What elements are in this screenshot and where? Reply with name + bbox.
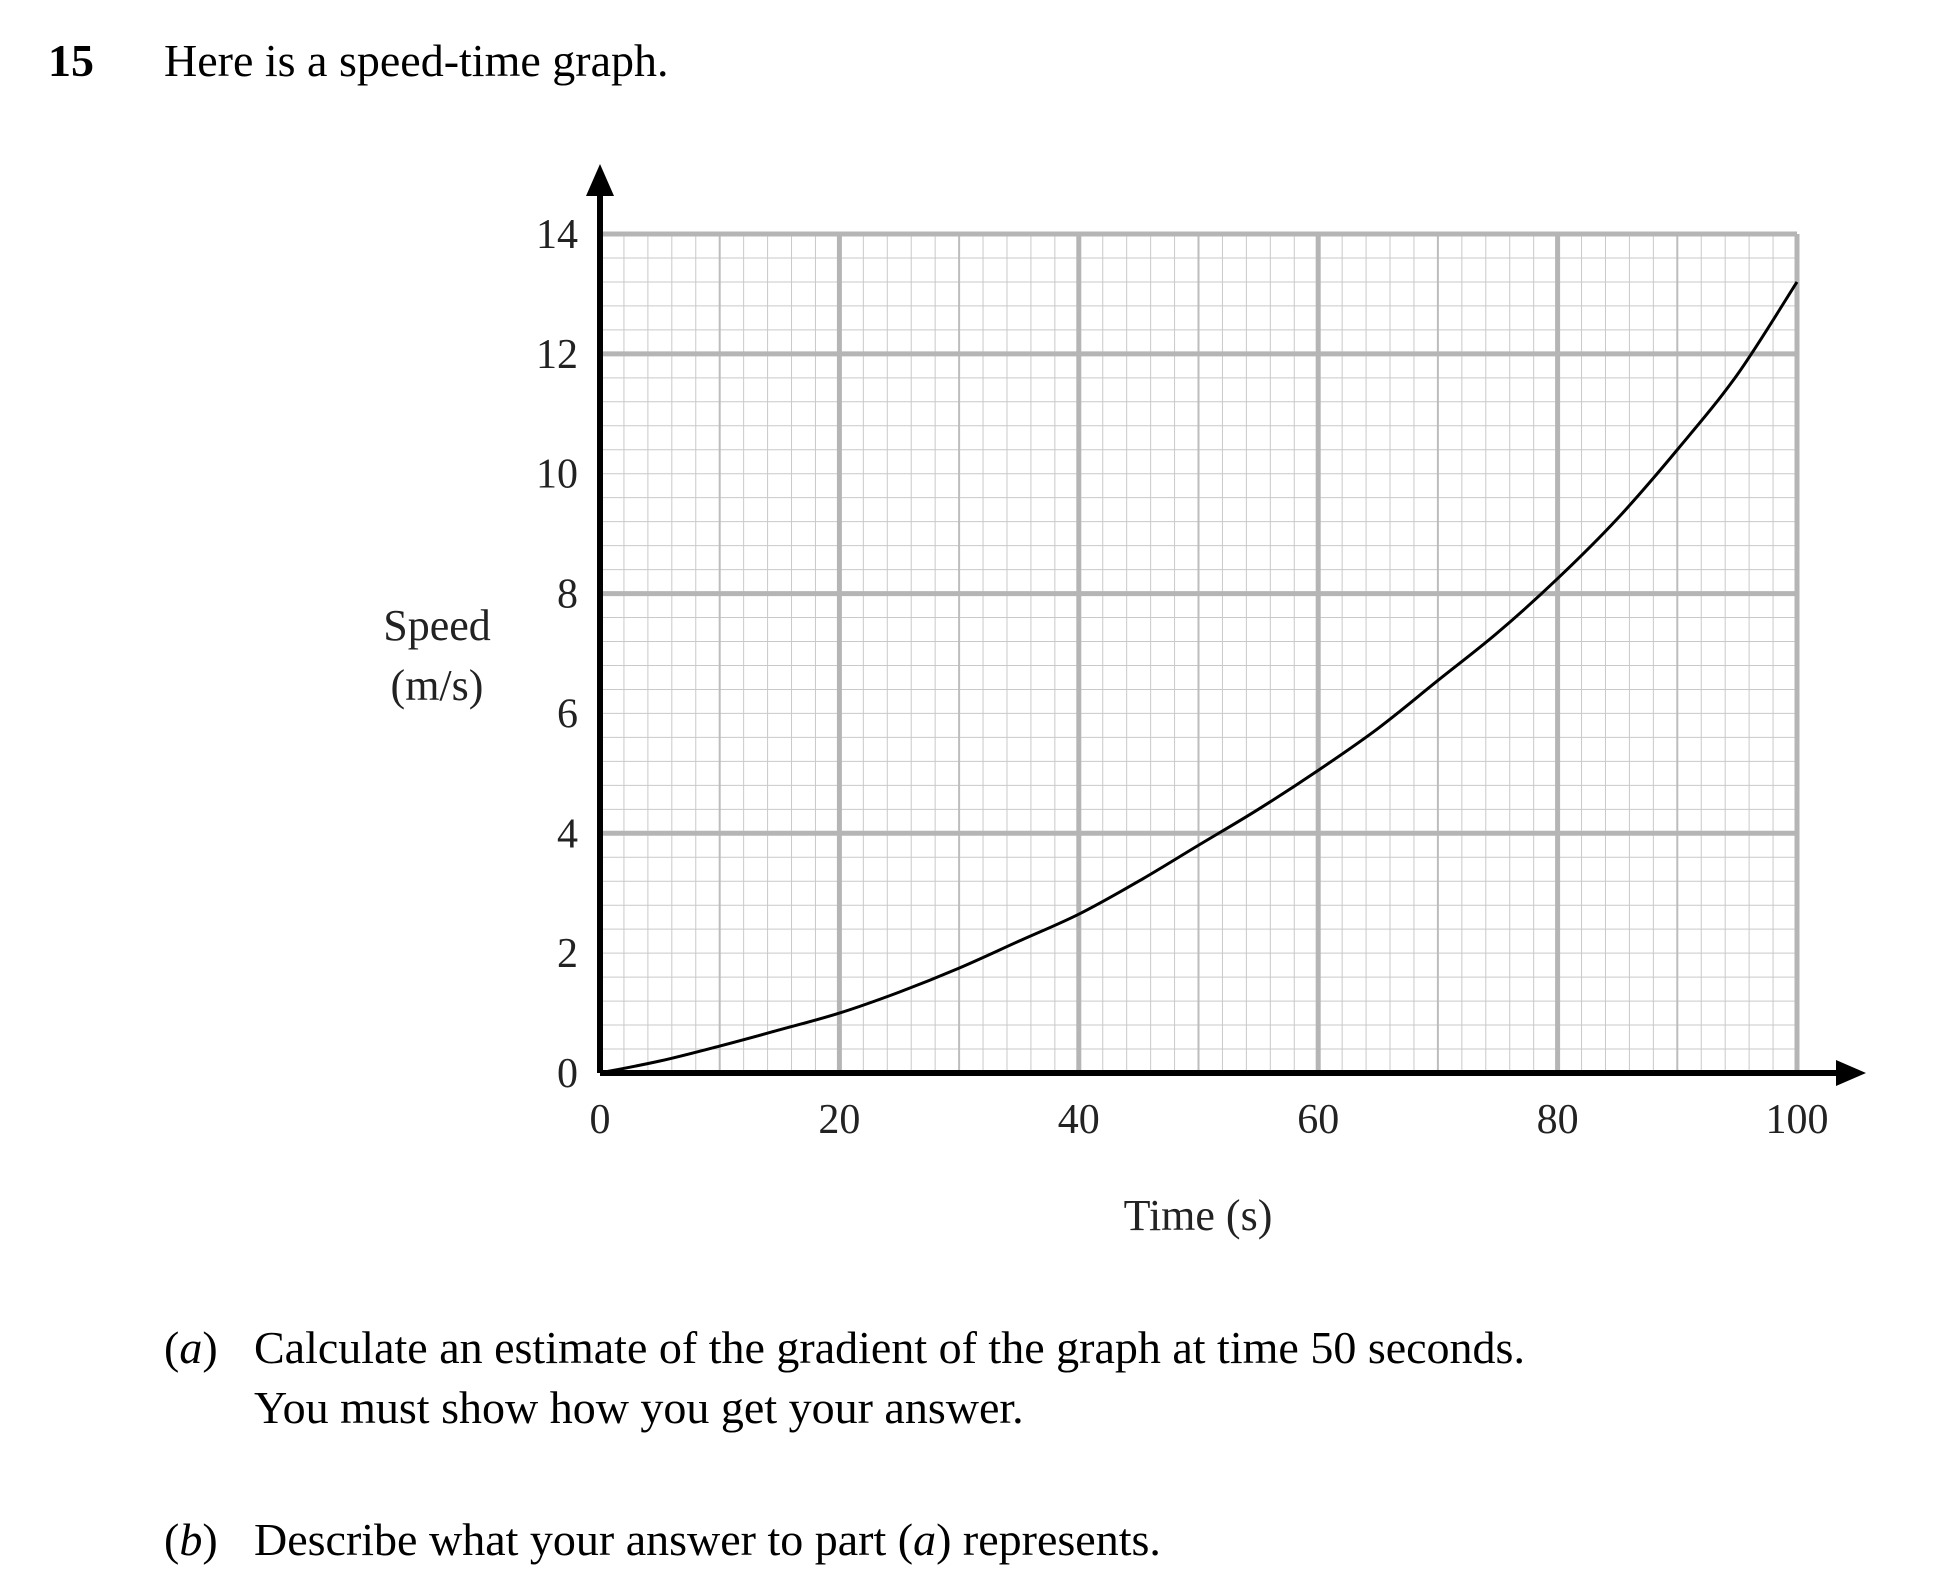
x-axis-label: Time (s) <box>1124 1191 1273 1240</box>
speed-time-chart: 0 20 40 60 80 100 0 2 4 6 8 10 12 14 Time (s) Speed (m/s… <box>383 164 1866 1240</box>
x-tick-label: 80 <box>1537 1097 1579 1143</box>
y-tick-label: 10 <box>536 452 578 498</box>
y-axis-arrow <box>586 164 614 196</box>
part-a-text: Calculate an estimate of the gradient of… <box>254 1318 1525 1438</box>
x-tick-label: 40 <box>1058 1097 1100 1143</box>
y-tick-label: 2 <box>557 931 578 977</box>
part-a-line1: Calculate an estimate of the gradient of… <box>254 1322 1525 1373</box>
question-intro: Here is a speed-time graph. <box>164 35 669 86</box>
part-a-label: (a) <box>164 1322 218 1373</box>
x-axis-arrow <box>1836 1060 1866 1086</box>
x-tick-label: 20 <box>818 1097 860 1143</box>
speed-curve <box>599 281 1799 1075</box>
part-b-label: (b) <box>164 1514 218 1565</box>
y-tick-label: 4 <box>557 811 578 857</box>
x-tick-label: 0 <box>590 1097 611 1143</box>
y-tick-label: 0 <box>557 1051 578 1097</box>
part-a-line2: You must show how you get your answer. <box>254 1382 1024 1433</box>
y-tick-label: 14 <box>536 212 578 258</box>
x-tick-label: 60 <box>1297 1097 1339 1143</box>
y-axis-label-line2: (m/s) <box>391 661 484 710</box>
part-b-text: Describe what your answer to part (a) re… <box>254 1514 1161 1565</box>
y-axis-label-line1: Speed <box>383 601 491 650</box>
question-number: 15 <box>48 35 94 86</box>
y-tick-label: 12 <box>536 332 578 378</box>
y-tick-label: 8 <box>557 572 578 618</box>
x-tick-label: 100 <box>1766 1097 1829 1143</box>
y-tick-label: 6 <box>557 691 578 737</box>
